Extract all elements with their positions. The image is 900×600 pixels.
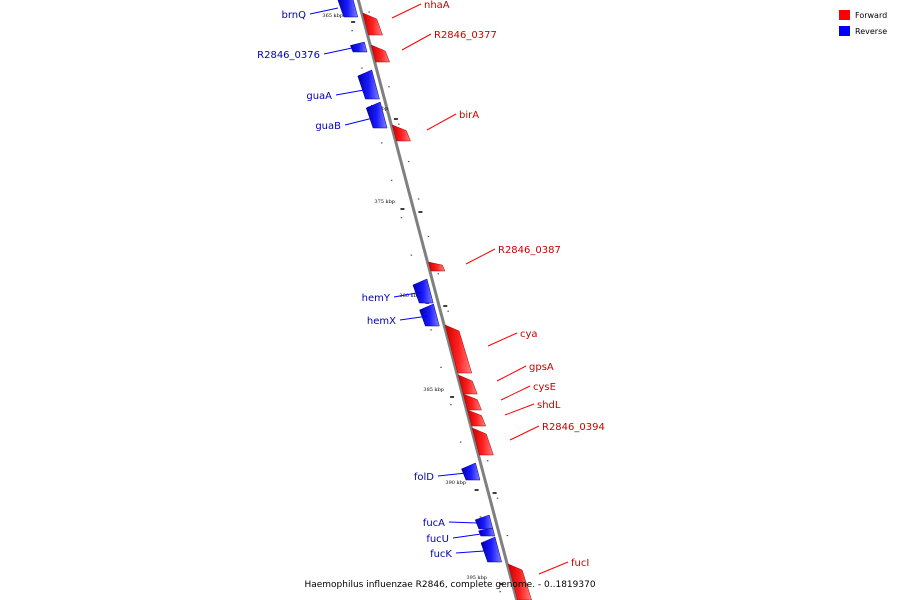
gene-labels: brnQ nhaA R2846_0377 R2846_0376 guaA guaB birA… [257,0,605,575]
tick-label: 385 kbp [423,387,444,393]
gene-leader-line [426,113,457,131]
gene-label-guaa[interactable]: guaA [306,91,332,102]
gene-arrow-brnq[interactable] [337,0,359,18]
gene-leader-line [487,332,518,347]
gene-arrow-guab[interactable] [365,101,388,129]
genome-backbone [356,0,519,600]
legend-reverse-label: Reverse [855,27,887,36]
legend-reverse-swatch [839,26,850,36]
gene-leader-line [391,3,422,19]
gene-label-fucu[interactable]: fucU [426,534,449,545]
gene-leader-line [496,365,527,382]
gene-arrow-r2846-0387[interactable] [428,261,446,272]
gene-arrow-fuca[interactable] [474,514,494,530]
gene-arrow-gpsa[interactable] [457,374,478,395]
gene-leader-line [500,385,531,401]
gene-arrow-nhaa[interactable] [362,12,383,36]
gene-leader-line [448,521,478,524]
gene-leader-line [455,550,485,554]
gene-leader-line [309,7,339,15]
gene-arrow-guaa[interactable] [357,69,380,100]
gene-leader-line [504,403,535,416]
gene-leader-line [452,533,482,539]
legend-forward-swatch [839,10,850,20]
tick-label: 390 kbp [445,480,466,486]
gene-arrow-fuci[interactable] [507,563,532,600]
gene-leader-line [401,33,432,51]
legend: Forward Reverse [839,10,887,36]
gene-label-fuck[interactable]: fucK [430,549,452,560]
gene-label-bira[interactable]: birA [459,110,479,121]
gene-leader-line [465,248,496,265]
gene-label-fuci[interactable]: fucI [571,558,589,569]
gene-leader-line [509,425,540,441]
gene-label-shdl[interactable]: shdL [537,400,561,411]
gene-arrow-cya[interactable] [444,324,473,374]
gene-arrow-r2846-0394[interactable] [471,427,494,456]
gene-arrow-fuck[interactable] [480,536,502,563]
gene-label-cya[interactable]: cya [520,329,538,340]
gene-label-r2846-0394[interactable]: R2846_0394 [542,422,605,433]
gene-arrow-shdl[interactable] [467,409,487,427]
tick-label: 365 kbp [322,13,343,19]
gene-arrow-hemy[interactable] [412,278,434,304]
genome-caption: Haemophilus influenzae R2846, complete g… [304,580,595,590]
gene-leader-line [323,47,353,55]
gene-label-nhaa[interactable]: nhaA [424,0,450,11]
gene-label-fuca[interactable]: fucA [423,518,445,529]
gene-label-r2846-0376[interactable]: R2846_0376 [257,50,320,61]
gene-arrow-bira[interactable] [391,124,411,142]
gene-label-cyse[interactable]: cysE [533,382,556,393]
gene-label-r2846-0377[interactable]: R2846_0377 [434,30,497,41]
gene-leader-line [335,89,365,96]
gene-label-fold[interactable]: folD [414,472,434,483]
gene-label-hemy[interactable]: hemY [362,293,391,304]
gene-arrow-r2846-0377[interactable] [370,44,391,63]
gene-label-gpsa[interactable]: gpsA [529,362,554,373]
gene-features [337,0,532,600]
gene-label-r2846-0387[interactable]: R2846_0387 [498,245,561,256]
gene-label-guab[interactable]: guaB [315,121,341,132]
tick-label: 395 kbp [466,575,487,581]
tick-label: 380 kbp [399,293,420,299]
gene-leader-line [344,117,374,126]
gene-leader-line [437,472,467,477]
gene-label-brnq[interactable]: brnQ [282,10,307,21]
gene-arrow-cyse[interactable] [462,393,482,411]
gene-leader-line [399,315,429,321]
legend-forward-label: Forward [855,11,887,20]
tick-label: 375 kbp [374,199,395,205]
gene-label-hemx[interactable]: hemX [367,316,396,327]
gene-arrow-r2846-0376[interactable] [350,41,368,53]
gene-leader-line [538,561,569,575]
gene-leader-line [393,291,423,298]
gene-arrow-hemx[interactable] [419,303,440,327]
gene-arrow-fold[interactable] [461,462,481,481]
